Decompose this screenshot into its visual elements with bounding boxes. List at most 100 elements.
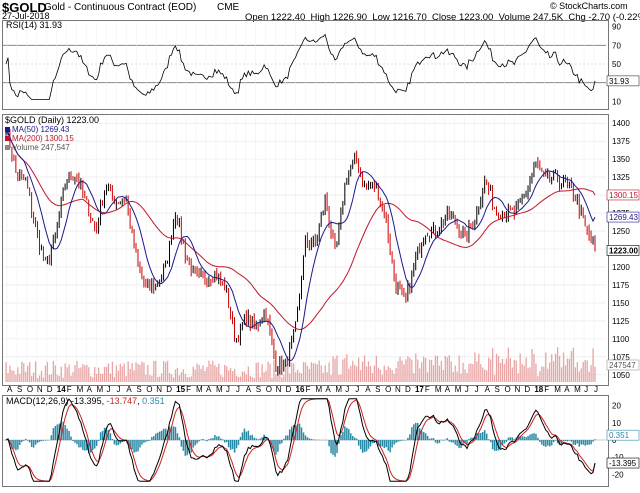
macd-hist-bar	[365, 440, 368, 452]
volume-bar	[468, 363, 470, 382]
macd-hist-bar	[184, 440, 187, 456]
macd-hist-bar	[143, 440, 145, 443]
macd-hist-bar	[340, 434, 342, 441]
macd-hist-bar	[413, 424, 415, 441]
volume-bar	[531, 349, 533, 382]
volume-bar	[523, 365, 525, 382]
macd-hist-bar	[357, 440, 360, 446]
macd-hist-bar	[338, 440, 340, 444]
volume-bar	[405, 359, 407, 382]
volume-bar	[44, 365, 47, 382]
macd-hist-bar	[417, 422, 419, 441]
macd-hist-bar	[468, 438, 470, 441]
volume-bar	[5, 362, 7, 382]
volume-bar	[452, 372, 454, 382]
macd-hist-bar	[556, 440, 559, 444]
volume-bar	[377, 367, 380, 382]
volume-bar	[196, 363, 198, 382]
macd-hist-bar	[141, 440, 143, 445]
volume-bar	[188, 377, 190, 382]
macd-hist-bar	[517, 435, 519, 441]
macd-hist-bar	[558, 440, 561, 446]
x-tick-label: O	[505, 385, 511, 394]
low-label: Low	[372, 12, 390, 23]
volume-bar	[220, 374, 222, 382]
macd-hist-bar	[198, 440, 200, 442]
price-tick-label: 1250	[612, 227, 630, 236]
x-tick-label: S	[495, 385, 500, 394]
volume-bar	[111, 361, 114, 382]
volume-bar	[50, 374, 53, 382]
volume-bar	[15, 374, 17, 382]
rsi-series	[5, 33, 596, 100]
volume-bar	[594, 366, 596, 382]
volume-bar	[62, 377, 64, 382]
volume-bar	[436, 355, 439, 382]
macd-legend: MACD(12,26,9) -13.395, -13.747, 0.351	[6, 396, 165, 406]
volume-bar	[208, 360, 210, 382]
macd-hist-bar	[466, 440, 468, 445]
macd-hist-bar	[97, 440, 100, 441]
volume-bar	[7, 373, 9, 382]
macd-hist-bar	[196, 440, 198, 444]
volume-bar	[497, 355, 500, 382]
x-tick-label: F	[425, 385, 430, 394]
volume-bar	[241, 371, 244, 382]
macd-hist-bar	[21, 440, 23, 442]
instrument-name: Gold - Continuous Contract (EOD)	[44, 2, 197, 13]
x-tick-label: D	[286, 385, 292, 394]
x-tick-label: A	[445, 385, 451, 394]
volume-bar	[94, 366, 96, 382]
volume-bar	[456, 371, 458, 382]
x-tick-label: A	[485, 385, 491, 394]
macd-hist-bar	[389, 440, 391, 453]
x-tick-label: N	[395, 385, 401, 394]
macd-hist-bar	[594, 439, 596, 441]
volume-bar	[253, 377, 255, 382]
volume-bar	[432, 365, 435, 382]
macd-hist-bar	[371, 440, 374, 444]
x-tick-label: M	[335, 385, 342, 394]
volume-bar	[553, 361, 555, 382]
volume-bar	[338, 374, 340, 382]
macd-hist-bar	[64, 425, 66, 441]
macd-hist-bar	[101, 430, 104, 441]
volume-bar	[214, 365, 216, 382]
macd-hist-bar	[62, 421, 64, 441]
macd-value: -13.395	[71, 396, 102, 406]
volume-bar	[125, 376, 127, 382]
volume-bar	[48, 374, 51, 382]
volume-bar	[88, 367, 90, 382]
ohlc-bar: Open 1222.40 High 1226.90 Low 1216.70 Cl…	[245, 12, 640, 23]
close-value-tag: 1223.00	[609, 246, 638, 255]
macd-hist-bar	[273, 440, 275, 452]
price-tick-label: 1175	[612, 281, 630, 290]
volume-bar	[460, 373, 462, 382]
x-tick-label: J	[226, 385, 230, 394]
volume-bar	[482, 367, 484, 382]
macd-hist-bar	[86, 440, 88, 451]
x-tick-label: A	[7, 385, 13, 394]
rsi-value-tag-box	[606, 75, 640, 87]
volume-bar	[503, 364, 506, 382]
macd-hist-bar	[188, 440, 191, 453]
macd-hist-bar	[28, 440, 31, 443]
macd-tick-label: 0	[612, 436, 617, 445]
volume-bar	[176, 367, 179, 382]
price-tick-label: 1050	[612, 371, 630, 380]
volume-bar	[133, 370, 135, 382]
volume-bar	[440, 360, 443, 382]
macd-hist-bar	[70, 436, 72, 441]
volume-bar	[281, 377, 283, 382]
macd-hist-bar	[208, 439, 210, 441]
volume-bar	[397, 361, 399, 382]
volume-bar	[271, 377, 273, 382]
x-tick-label: M	[574, 385, 581, 394]
macd-hist-bar	[174, 426, 177, 441]
volume-bar	[488, 357, 490, 382]
volume-bar	[568, 358, 571, 382]
chg-value: -2.70 (-0.22%)	[588, 12, 640, 23]
macd-hist-bar	[387, 440, 389, 451]
rsi-tick-label: 90	[612, 23, 621, 32]
volume-bar	[446, 357, 448, 382]
